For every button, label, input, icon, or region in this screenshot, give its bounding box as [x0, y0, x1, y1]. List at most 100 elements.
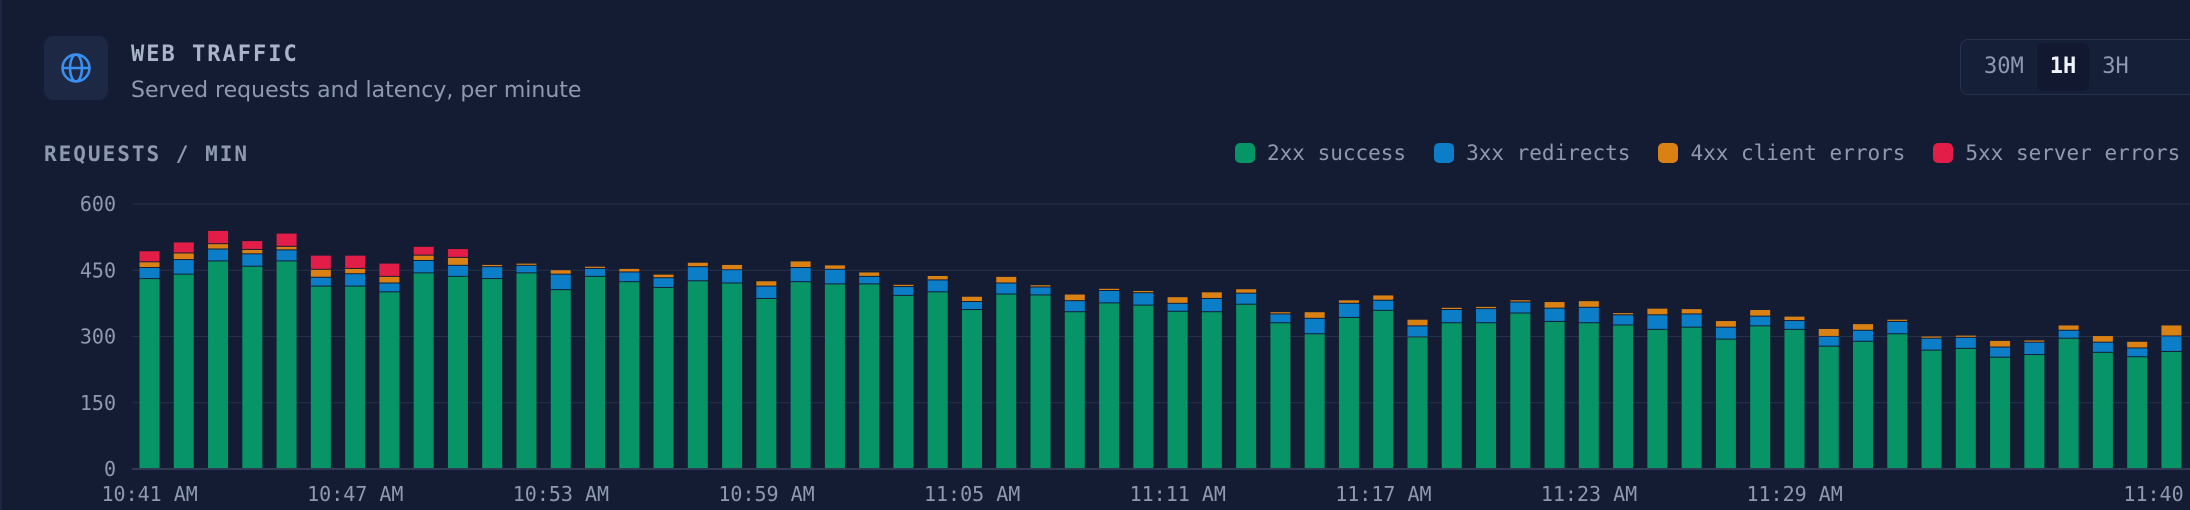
bar-segment-2xx [722, 283, 743, 468]
bar-segment-2xx [585, 276, 606, 468]
bar-stack[interactable] [893, 284, 914, 468]
bar-stack[interactable] [2092, 336, 2113, 468]
bar-stack[interactable] [1750, 310, 1771, 468]
bar-segment-3xx [619, 272, 640, 282]
bar-segment-3xx [1064, 301, 1085, 312]
bar-segment-4xx [1681, 309, 1702, 314]
bar-stack[interactable] [1201, 292, 1222, 468]
bar-segment-2xx [447, 276, 468, 468]
bar-stack[interactable] [996, 276, 1017, 468]
bar-segment-3xx [310, 277, 331, 286]
bar-stack[interactable] [1647, 308, 1668, 468]
bar-stack[interactable] [2161, 325, 2182, 468]
bar-stack[interactable] [1338, 300, 1359, 468]
bar-segment-5xx [139, 251, 160, 262]
bar-segment-2xx [1853, 341, 1873, 468]
bar-stack[interactable] [1784, 316, 1805, 468]
bar-stack[interactable] [687, 262, 708, 468]
bar-stack[interactable] [208, 230, 229, 468]
bar-segment-2xx [1441, 323, 1462, 468]
bar-stack[interactable] [447, 249, 468, 468]
bar-stack[interactable] [2024, 340, 2045, 468]
bar-stack[interactable] [927, 275, 948, 468]
range-1h-button[interactable]: 1H [2036, 43, 2090, 91]
bar-stack[interactable] [242, 241, 263, 468]
y-tick-label: 0 [104, 457, 116, 481]
bar-segment-4xx [961, 296, 982, 302]
bar-stack[interactable] [139, 251, 160, 468]
bar-segment-5xx [310, 255, 331, 269]
bar-segment-4xx [1955, 335, 1976, 337]
bar-stack[interactable] [1304, 312, 1325, 468]
bar-stack[interactable] [1990, 340, 2011, 468]
bar-stack[interactable] [1270, 312, 1291, 468]
bar-stack[interactable] [1407, 319, 1428, 468]
bar-segment-3xx [1270, 314, 1291, 323]
bar-stack[interactable] [1544, 302, 1565, 468]
bar-segment-4xx [859, 272, 880, 276]
bar-stack[interactable] [790, 261, 811, 468]
bar-stack[interactable] [585, 266, 606, 468]
bar-stack[interactable] [1613, 313, 1634, 468]
legend-item-5xx[interactable]: 5xx server errors [1933, 141, 2180, 165]
bar-stack[interactable] [482, 264, 503, 468]
bar-stack[interactable] [1099, 288, 1120, 468]
bar-stack[interactable] [1064, 294, 1085, 468]
bar-stack[interactable] [1373, 295, 1394, 468]
legend-label-5xx: 5xx server errors [1965, 141, 2181, 165]
bar-stack[interactable] [1030, 285, 1051, 468]
bar-stack[interactable] [653, 274, 674, 468]
bar-stack[interactable] [173, 242, 194, 468]
bar-stack[interactable] [1578, 301, 1599, 468]
bar-segment-4xx [1578, 301, 1599, 307]
bar-segment-4xx [1030, 285, 1051, 287]
legend-item-4xx[interactable]: 4xx client errors [1658, 141, 1905, 165]
bar-segment-4xx [516, 263, 537, 265]
bar-segment-3xx [1784, 321, 1805, 329]
bar-stack[interactable] [1441, 307, 1462, 468]
bar-stack[interactable] [379, 263, 400, 468]
bar-stack[interactable] [276, 233, 297, 468]
bar-stack[interactable] [722, 264, 743, 468]
bar-stack[interactable] [2058, 325, 2079, 468]
bar-stack[interactable] [310, 255, 331, 468]
bar-stack[interactable] [1715, 321, 1736, 468]
bar-stack[interactable] [961, 296, 982, 468]
legend-item-3xx[interactable]: 3xx redirects [1434, 141, 1630, 165]
bar-segment-4xx [1476, 306, 1497, 309]
bar-stack[interactable] [2127, 341, 2148, 468]
bar-stack[interactable] [1853, 324, 1873, 468]
bar-segment-4xx [276, 246, 297, 250]
bar-stack[interactable] [1955, 335, 1976, 468]
range-30m-button[interactable]: 30M [1984, 54, 2024, 79]
bar-segment-3xx [1407, 326, 1428, 337]
bar-stack[interactable] [516, 263, 537, 468]
bar-segment-2xx [824, 284, 845, 468]
bar-stack[interactable] [756, 281, 777, 468]
bar-stack[interactable] [550, 270, 571, 468]
bar-segment-2xx [893, 295, 914, 468]
legend-label-2xx: 2xx success [1267, 141, 1407, 165]
bar-stack[interactable] [619, 268, 640, 468]
bar-stack[interactable] [1887, 319, 1908, 468]
bar-stack[interactable] [859, 272, 880, 468]
bar-stack[interactable] [1921, 336, 1942, 469]
bar-stack[interactable] [1510, 300, 1531, 468]
bar-stack[interactable] [824, 265, 845, 468]
bar-segment-2xx [1407, 337, 1428, 468]
bar-stack[interactable] [1476, 306, 1497, 468]
bar-stack[interactable] [1167, 297, 1188, 468]
bar-segment-2xx [619, 282, 640, 468]
range-3h-button[interactable]: 3H [2102, 54, 2129, 79]
bar-stack[interactable] [413, 246, 434, 468]
bar-stack[interactable] [1236, 289, 1257, 468]
bar-segment-2xx [1099, 303, 1120, 468]
bar-stack[interactable] [1818, 328, 1839, 468]
bar-segment-2xx [413, 273, 434, 468]
legend-item-2xx[interactable]: 2xx success [1235, 141, 1406, 165]
bar-stack[interactable] [1133, 291, 1154, 468]
bar-segment-3xx [1476, 309, 1497, 323]
bar-stack[interactable] [345, 255, 366, 468]
bar-segment-2xx [790, 282, 811, 468]
bar-stack[interactable] [1681, 309, 1702, 468]
